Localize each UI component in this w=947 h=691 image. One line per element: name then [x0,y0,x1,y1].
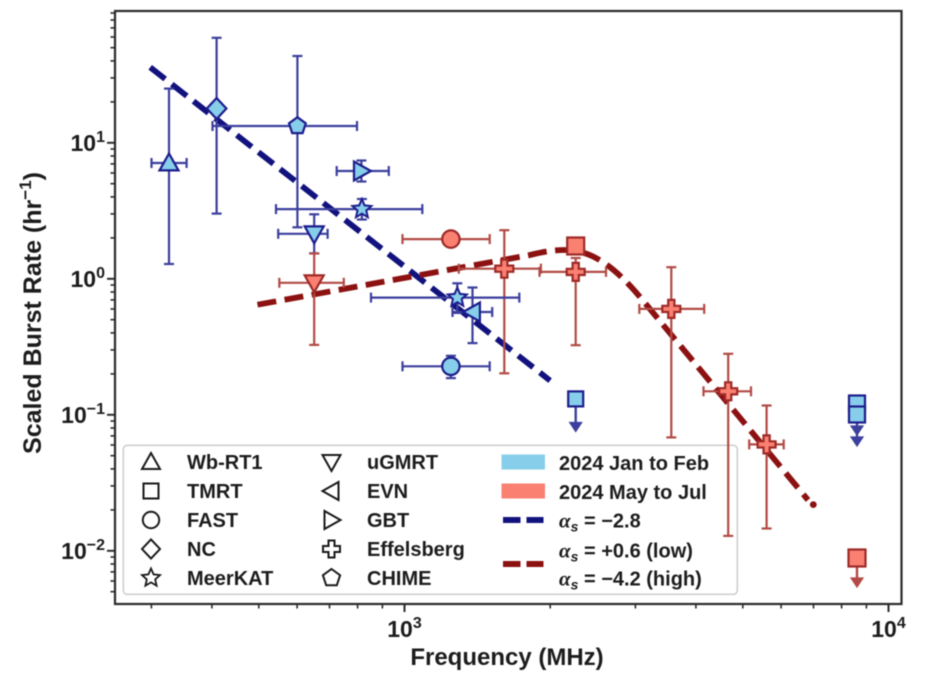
svg-text:αs = −2.8: αs = −2.8 [559,509,641,535]
svg-text:2024 May to Jul: 2024 May to Jul [559,482,707,504]
svg-text:uGMRT: uGMRT [367,452,438,474]
svg-text:EVN: EVN [367,481,408,503]
svg-text:TMRT: TMRT [187,481,243,503]
svg-text:GBT: GBT [367,510,409,532]
svg-text:2024 Jan to Feb: 2024 Jan to Feb [559,453,709,475]
svg-text:Frequency (MHz): Frequency (MHz) [410,644,603,671]
svg-text:Wb-RT1: Wb-RT1 [187,452,263,474]
svg-text:Scaled Burst Rate (hr−1): Scaled Burst Rate (hr−1) [16,172,47,454]
svg-text:αs = +0.6 (low): αs = +0.6 (low) [559,539,693,565]
svg-text:NC: NC [187,539,216,561]
svg-text:CHIME: CHIME [367,568,431,590]
svg-text:Effelsberg: Effelsberg [367,539,465,561]
svg-text:FAST: FAST [187,510,238,532]
svg-text:10−1: 10−1 [61,401,105,428]
svg-text:MeerKAT: MeerKAT [187,568,273,590]
svg-text:αs = −4.2 (high): αs = −4.2 (high) [559,567,702,593]
